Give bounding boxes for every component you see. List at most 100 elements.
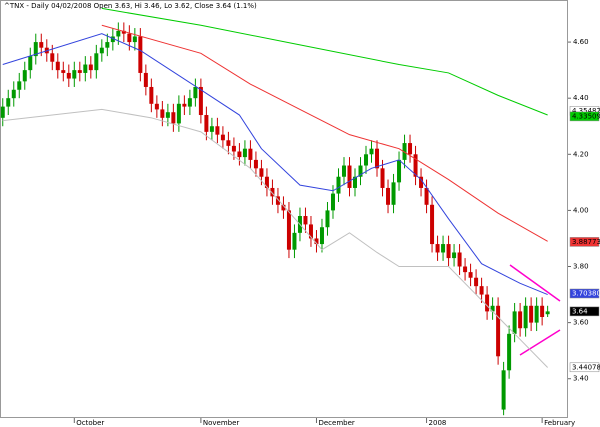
- value-tag: [569, 111, 600, 122]
- y-tick-label: 3.80: [573, 263, 589, 271]
- value-tag: [569, 237, 600, 247]
- indicator-line: [101, 24, 548, 242]
- candle-body: [336, 176, 341, 194]
- candle-body: [138, 36, 143, 73]
- candle-body: [253, 159, 258, 169]
- value-tag-label: 4.35482: [572, 107, 600, 115]
- value-tag-label: 3.44078: [572, 363, 600, 371]
- candle-body: [121, 30, 126, 34]
- candle-body: [176, 103, 181, 124]
- candle-body: [220, 134, 225, 141]
- candle-body: [132, 36, 137, 43]
- candle-body: [358, 165, 363, 177]
- x-tick-label: October: [76, 419, 104, 427]
- candle-body: [215, 126, 220, 135]
- candle-body: [325, 210, 330, 228]
- y-tick-label: 3.60: [573, 319, 589, 327]
- candle-body: [264, 176, 269, 188]
- candle-body: [534, 305, 539, 323]
- candle-body: [308, 224, 313, 239]
- candle-body: [77, 70, 82, 73]
- y-tick-label: 4.00: [573, 206, 589, 214]
- candle-body: [242, 148, 247, 158]
- y-tick-label: 4.20: [573, 150, 589, 158]
- x-tick-label: November: [203, 419, 240, 427]
- candle-body: [402, 143, 407, 160]
- candle-body: [457, 252, 462, 267]
- candle-body: [501, 370, 506, 410]
- candle-body: [0, 106, 5, 118]
- candle-body: [143, 72, 148, 87]
- candle-body: [485, 294, 490, 312]
- candle-body: [39, 42, 44, 48]
- candle-body: [237, 151, 242, 158]
- candle-body: [22, 70, 27, 82]
- candle-body: [463, 266, 468, 273]
- candle-body: [127, 33, 132, 43]
- candle-body: [193, 86, 198, 99]
- candle-body: [281, 204, 286, 211]
- candle-body: [94, 53, 99, 71]
- candle-body: [88, 64, 93, 71]
- trend-line: [509, 264, 561, 302]
- candle-body: [424, 187, 429, 205]
- value-tag: [569, 288, 600, 299]
- candle-body: [182, 103, 187, 107]
- candle-body: [83, 64, 88, 73]
- candle-body: [386, 187, 391, 205]
- candle-body: [248, 148, 253, 160]
- candle-body: [226, 140, 231, 146]
- candle-body: [198, 86, 203, 116]
- candle-body: [435, 244, 440, 253]
- candle-body: [61, 70, 66, 73]
- candle-body: [479, 286, 484, 295]
- candle-body: [292, 232, 297, 250]
- value-tag-label: 3.70380: [572, 289, 600, 297]
- candle-body: [171, 112, 176, 124]
- value-tag-label: 4.33509: [572, 112, 600, 120]
- candle-body: [490, 305, 495, 312]
- candle-body: [231, 145, 236, 152]
- candle-body: [529, 305, 534, 323]
- candle-body: [474, 277, 479, 287]
- candle-body: [319, 227, 324, 245]
- candle-body: [496, 305, 501, 357]
- candle-body: [33, 42, 38, 57]
- value-tag-label: 3.64: [572, 307, 588, 315]
- y-tick-label: 4.60: [573, 38, 589, 46]
- value-tag: [569, 306, 600, 317]
- candle-body: [11, 89, 16, 99]
- candle-body: [286, 210, 291, 250]
- candle-body: [116, 30, 121, 37]
- indicator-line: [2, 33, 548, 296]
- candle-body: [66, 72, 71, 79]
- candle-body: [72, 70, 77, 79]
- indicator-line: [101, 7, 548, 116]
- x-tick-label: February: [544, 419, 575, 427]
- candle-body: [468, 272, 473, 278]
- candle-body: [50, 53, 55, 62]
- candle-body: [369, 148, 374, 155]
- candle-body: [204, 115, 209, 132]
- y-tick-label: 3.40: [573, 375, 589, 383]
- candle-body: [341, 165, 346, 177]
- candle-body: [330, 193, 335, 211]
- candle-body: [507, 333, 512, 371]
- candle-body: [303, 216, 308, 225]
- candle-body: [160, 109, 165, 118]
- candle-body: [452, 252, 457, 259]
- candle-body: [347, 165, 352, 188]
- candle-body: [413, 154, 418, 177]
- chart-title: ^TNX - Daily 04/02/2008 Open 3.63, Hi 3.…: [4, 2, 257, 10]
- candle-body: [28, 56, 33, 71]
- candle-body: [149, 86, 154, 104]
- candle-body: [187, 98, 192, 107]
- candle-body: [99, 47, 104, 54]
- candle-body: [408, 143, 413, 155]
- candle-body: [270, 187, 275, 197]
- candle-body: [314, 238, 319, 245]
- candle-body: [353, 176, 357, 188]
- candle-body: [441, 244, 446, 253]
- candle-body: [105, 42, 110, 48]
- candle-body: [391, 182, 396, 205]
